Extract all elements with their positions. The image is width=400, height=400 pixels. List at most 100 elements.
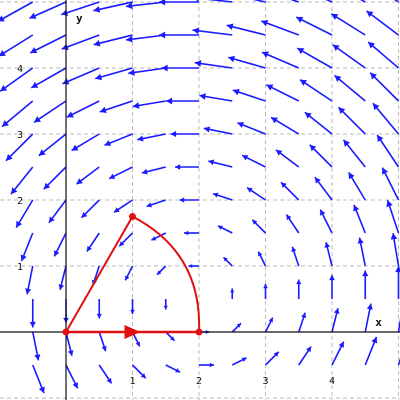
field-arrowhead — [304, 112, 312, 119]
y-tick-label: 3 — [17, 130, 23, 141]
field-arrowhead — [106, 377, 112, 384]
field-arrowhead — [126, 35, 133, 43]
field-arrowhead — [30, 47, 38, 54]
curve-vertex — [62, 328, 70, 336]
field-arrow — [192, 29, 233, 36]
field-arrowhead — [132, 102, 140, 109]
field-arrowhead — [343, 139, 350, 147]
field-arrowhead — [38, 386, 45, 394]
field-arrowhead — [195, 0, 199, 2]
field-arrowhead — [146, 202, 152, 208]
y-tick-label: 4 — [17, 64, 23, 75]
field-arrowhead — [104, 140, 112, 147]
field-arrow — [1, 100, 34, 128]
field-arrowhead — [286, 214, 292, 221]
field-arrow — [61, 1, 100, 16]
field-arrow — [366, 10, 399, 36]
field-arrowhead — [228, 55, 236, 63]
field-arrow — [33, 100, 67, 123]
field-arrowhead — [348, 172, 355, 180]
field-arrowhead — [170, 130, 177, 138]
field-arrowhead — [159, 0, 166, 6]
field-arrow — [332, 44, 366, 69]
field-arrowhead — [109, 173, 116, 179]
field-arrowhead — [20, 254, 27, 262]
field-arrow — [207, 0, 233, 3]
field-arrowhead — [203, 126, 211, 133]
field-arrowhead — [237, 121, 245, 128]
y-tick-label: 1 — [17, 262, 23, 273]
field-arrowhead — [230, 288, 235, 293]
field-arrowhead — [2, 120, 9, 127]
field-arrowhead — [29, 12, 37, 19]
field-arrowhead — [125, 2, 133, 10]
field-arrowhead — [226, 23, 234, 31]
field-arrowhead — [66, 111, 74, 118]
field-arrowhead — [61, 43, 69, 51]
y-axis-label: y — [76, 12, 83, 25]
field-arrowhead — [296, 279, 302, 285]
field-arrowhead — [135, 341, 140, 347]
field-arrowhead — [0, 84, 8, 92]
field-arrow — [252, 0, 266, 3]
field-arrowhead — [377, 135, 384, 142]
field-arrow — [62, 67, 100, 85]
field-arrow — [337, 106, 366, 135]
field-arrowhead — [382, 167, 389, 175]
field-arrow — [369, 72, 400, 102]
field-arrowhead — [366, 11, 374, 18]
field-arrowhead — [329, 275, 335, 281]
field-arrow — [296, 47, 333, 69]
field-arrowhead — [125, 275, 130, 281]
field-arrowhead — [119, 241, 125, 247]
field-arrow — [228, 56, 266, 69]
field-arrowhead — [331, 13, 339, 20]
field-arrowhead — [99, 106, 107, 114]
field-arrow — [0, 67, 34, 92]
field-arrowhead — [296, 16, 304, 23]
field-arrowhead — [199, 93, 206, 100]
field-arrowhead — [141, 168, 148, 175]
field-arrowhead — [261, 19, 269, 27]
field-arrowhead — [16, 220, 23, 228]
field-arrowhead — [334, 75, 342, 82]
field-arrowhead — [43, 182, 51, 190]
field-arrowhead — [166, 97, 173, 105]
field-arrowhead — [357, 237, 364, 244]
field-arrowhead — [29, 321, 36, 328]
field-arrowhead — [179, 197, 185, 203]
field-arrow — [30, 67, 67, 89]
field-arrowhead — [137, 135, 144, 142]
field-arrowhead — [314, 177, 321, 184]
field-arrowhead — [320, 209, 326, 216]
field-arrowhead — [252, 219, 258, 225]
field-arrowhead — [114, 207, 120, 213]
field-arrowhead — [175, 164, 181, 170]
field-arrowhead — [247, 187, 253, 193]
x-tick-label: 4 — [329, 376, 335, 387]
field-arrowhead — [271, 117, 278, 124]
field-arrow — [261, 20, 300, 36]
field-arrowhead — [395, 266, 400, 273]
field-arrowhead — [25, 288, 32, 295]
x-tick-label: 3 — [262, 376, 268, 387]
x-axis-label: x — [375, 316, 382, 329]
field-arrowhead — [263, 284, 268, 289]
field-arrowhead — [370, 72, 377, 80]
field-arrowhead — [157, 270, 162, 275]
field-arrowhead — [223, 257, 228, 262]
curve-vertex — [195, 328, 203, 336]
field-arrowhead — [71, 144, 79, 151]
field-arrowhead — [273, 351, 279, 357]
field-arrow — [397, 318, 400, 333]
field-arrow — [125, 34, 166, 41]
field-arrowhead — [297, 48, 305, 55]
field-arrowhead — [38, 149, 46, 156]
field-arrow — [29, 34, 67, 54]
y-tick-label: 2 — [17, 196, 23, 207]
field-arrowhead — [242, 155, 249, 161]
field-arrow — [376, 134, 400, 168]
field-arrowhead — [338, 341, 344, 348]
field-arrow — [299, 79, 333, 102]
